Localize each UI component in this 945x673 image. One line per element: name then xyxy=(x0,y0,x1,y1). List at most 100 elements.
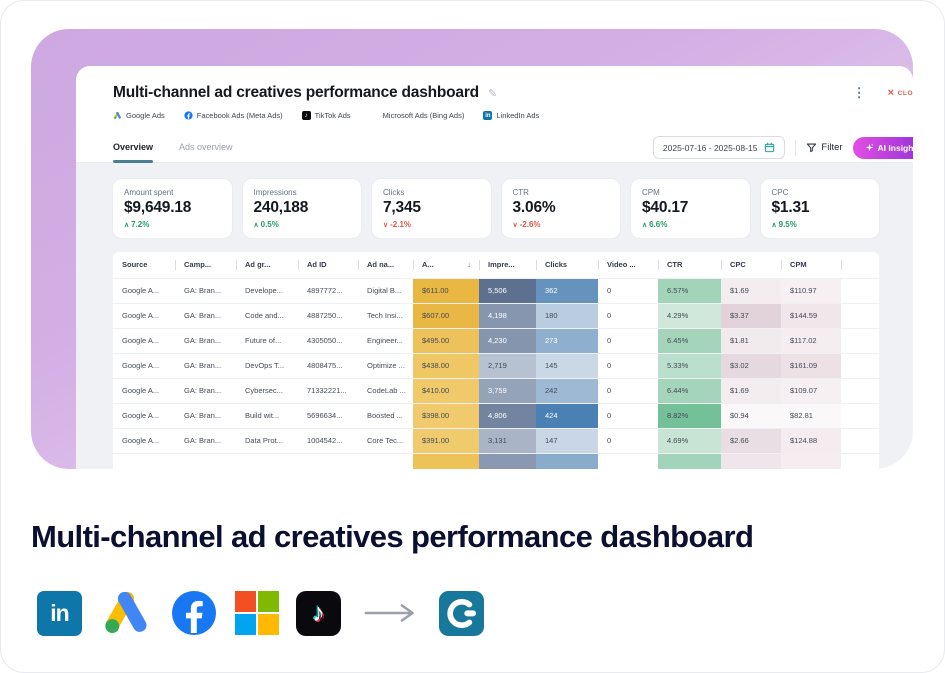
column-header-amount[interactable]: A... ↓ xyxy=(413,252,479,278)
cell-impressions xyxy=(479,454,536,469)
column-header-ad_id[interactable]: Ad ID xyxy=(298,252,358,278)
column-header-ad_group[interactable]: Ad gr... xyxy=(236,252,298,278)
microsoft-logo xyxy=(235,591,279,635)
cell-impressions: 4,198 xyxy=(479,304,536,328)
tab-overview[interactable]: Overview xyxy=(113,142,154,163)
channel-tiktok[interactable]: ♪ TikTok Ads xyxy=(301,111,351,120)
cell-source: Google A... xyxy=(122,311,160,320)
cell-cpm: $109.07 xyxy=(781,379,841,403)
cell-impressions: 3,759 xyxy=(479,379,536,403)
channel-google-ads[interactable]: Google Ads xyxy=(113,111,165,120)
table-header-row: Source Camp... Ad gr... Ad ID Ad na... A... ↓ I… xyxy=(113,252,879,278)
column-header-ctr[interactable]: CTR xyxy=(658,252,721,278)
cell-clicks: 273 xyxy=(536,329,598,353)
cell-source: Google A... xyxy=(122,436,160,445)
cell-source: Google A... xyxy=(122,336,160,345)
column-header-campaign[interactable]: Camp... xyxy=(175,252,236,278)
cell-ad_id xyxy=(298,454,358,469)
dashboard-content: Amount spent $9,649.18 ∧ 7.2% Impressions 240… xyxy=(76,163,913,469)
metric-value: 240,188 xyxy=(253,199,309,216)
calendar-icon xyxy=(764,142,775,153)
cell-clicks: 242 xyxy=(536,379,598,403)
dashboard-window: Multi-channel ad creatives performance d… xyxy=(76,66,913,469)
table-row: Google A... GA: Bran... Develope... 4897772… xyxy=(113,278,879,303)
ai-insights-button[interactable]: AI Insights xyxy=(852,136,913,159)
metric-card-impressions: Impressions 240,188 ∧ 0.5% xyxy=(242,179,361,238)
cell-source: Google A... xyxy=(122,386,160,395)
integration-logos-row: in ♪ xyxy=(37,586,484,640)
cell-video: 0 xyxy=(607,286,612,295)
cell-ad_group: Code and... xyxy=(245,311,284,320)
cell-amount xyxy=(413,454,479,469)
cell-source: Google A... xyxy=(122,361,160,370)
column-header-video[interactable]: Video ... xyxy=(598,252,658,278)
cell-ad_group: Future of... xyxy=(245,336,282,345)
column-header-impressions[interactable]: Impre... xyxy=(479,252,536,278)
cell-clicks: 180 xyxy=(536,304,598,328)
table-row: Google A... GA: Bran... DevOps T... 4808475… xyxy=(113,353,879,378)
cell-amount: $495.00 xyxy=(413,329,479,353)
cell-ad_id: 1004542... xyxy=(307,436,343,445)
channel-facebook[interactable]: Facebook Ads (Meta Ads) xyxy=(184,111,283,120)
cell-ctr: 6.44% xyxy=(658,379,721,403)
cell-ctr: 6.57% xyxy=(658,279,721,303)
close-button[interactable]: × CLOSE xyxy=(888,87,913,99)
column-header-clicks[interactable]: Clicks xyxy=(536,252,598,278)
cell-source: Google A... xyxy=(122,411,160,420)
date-range-picker[interactable]: 2025-07-16 - 2025-08-15 xyxy=(652,136,786,159)
column-header-cpc[interactable]: CPC xyxy=(721,252,781,278)
cell-campaign: GA: Bran... xyxy=(184,436,222,445)
cell-ad_id: 4897772... xyxy=(307,286,343,295)
metric-value: 7,345 xyxy=(383,199,421,216)
cell-ad_group: Develope... xyxy=(245,286,283,295)
linkedin-icon: in xyxy=(483,111,493,120)
metric-cards-row: Amount spent $9,649.18 ∧ 7.2% Impressions 240… xyxy=(113,179,879,238)
metric-delta: ∨ -2.6% xyxy=(512,220,541,229)
metric-label: CTR xyxy=(512,188,529,197)
cell-ad_name: Digital B... xyxy=(367,286,402,295)
cell-cpm: $110.97 xyxy=(781,279,841,303)
cell-impressions: 3,131 xyxy=(479,429,536,453)
trend-down-icon: ∨ xyxy=(383,221,389,229)
tab-ads-overview[interactable]: Ads overview xyxy=(179,142,233,152)
cell-campaign: GA: Bran... xyxy=(184,386,222,395)
sparkle-icon xyxy=(865,143,874,152)
data-table: Source Camp... Ad gr... Ad ID Ad na... A... ↓ I… xyxy=(113,252,879,469)
cell-cpm: $144.59 xyxy=(781,304,841,328)
filter-button[interactable]: Filter xyxy=(806,142,843,153)
cell-video: 0 xyxy=(607,336,612,345)
cell-ad_group xyxy=(236,454,298,469)
metric-delta: ∧ 6.6% xyxy=(642,220,668,229)
cell-clicks xyxy=(536,454,598,469)
cell-campaign: GA: Bran... xyxy=(184,286,222,295)
toolbar: 2025-07-16 - 2025-08-15 Filter AI I xyxy=(652,136,913,159)
cell-cpm: $82.81 xyxy=(781,404,841,428)
cell-cpc: $1.69 xyxy=(721,279,781,303)
column-header-cpm[interactable]: CPM xyxy=(781,252,841,278)
cell-campaign: GA: Bran... xyxy=(184,361,222,370)
cell-video: 0 xyxy=(607,386,612,395)
cell-campaign: GA: Bran... xyxy=(184,311,222,320)
cell-ad_group: DevOps T... xyxy=(245,361,285,370)
sort-desc-icon: ↓ xyxy=(467,260,471,269)
cell-clicks: 147 xyxy=(536,429,598,453)
column-header-source[interactable]: Source xyxy=(122,260,148,269)
channel-linkedin[interactable]: in LinkedIn Ads xyxy=(483,111,539,120)
table-row: Google A... GA: Bran... Data Prot... 100454… xyxy=(113,428,879,453)
metric-label: Clicks xyxy=(383,188,405,197)
close-label: CLOSE xyxy=(897,89,913,97)
cell-ad_group: Cybersec... xyxy=(245,386,283,395)
cell-cpc: $1.81 xyxy=(721,329,781,353)
metric-card-ctr: CTR 3.06% ∨ -2.6% xyxy=(501,179,620,238)
kebab-menu-icon[interactable]: ⋮ xyxy=(852,85,866,100)
cell-cpc: $0.94 xyxy=(721,404,781,428)
channel-label: LinkedIn Ads xyxy=(496,111,540,120)
channel-microsoft[interactable]: Microsoft Ads (Bing Ads) xyxy=(370,111,465,120)
dashboard-header: Multi-channel ad creatives performance d… xyxy=(113,84,913,102)
metric-card-amount-spent: Amount spent $9,649.18 ∧ 7.2% xyxy=(113,179,232,238)
column-header-ad_name[interactable]: Ad na... xyxy=(358,252,413,278)
metric-value: $40.17 xyxy=(642,199,689,216)
cell-impressions: 4,230 xyxy=(479,329,536,353)
edit-icon[interactable]: ✎ xyxy=(487,87,498,100)
